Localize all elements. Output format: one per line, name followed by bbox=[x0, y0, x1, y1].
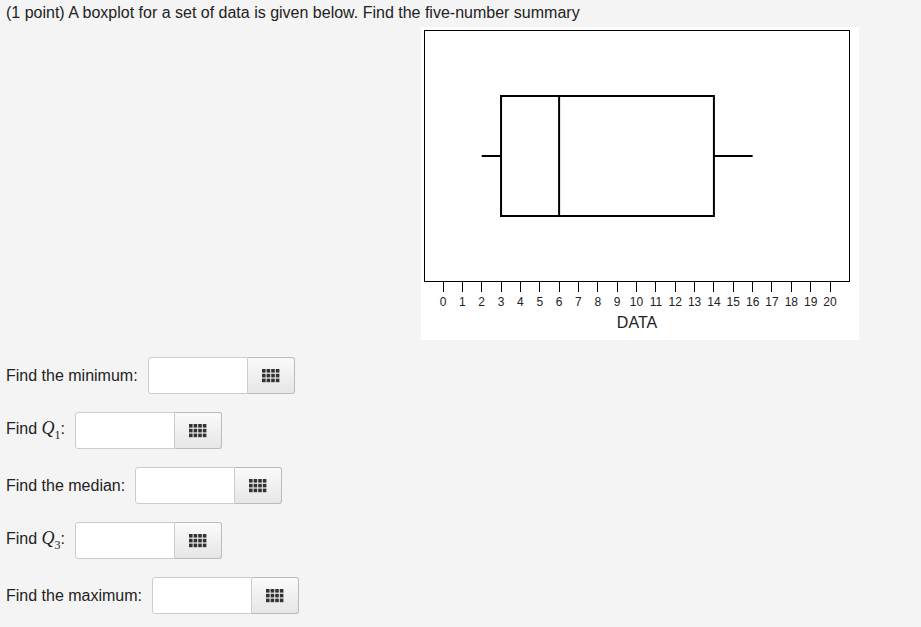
svg-text:7: 7 bbox=[575, 295, 582, 309]
svg-text:20: 20 bbox=[823, 295, 837, 309]
html-text:Find Q1:: Find Q1: bbox=[6, 418, 65, 442]
svg-text:4: 4 bbox=[517, 295, 524, 309]
svg-text:0: 0 bbox=[440, 295, 447, 309]
svg-text:8: 8 bbox=[594, 295, 601, 309]
html-text:Find the maximum:: Find the maximum: bbox=[6, 586, 142, 604]
svg-text:3: 3 bbox=[498, 295, 505, 309]
svg-text:6: 6 bbox=[556, 295, 563, 309]
svg-text:15: 15 bbox=[727, 295, 741, 309]
svg-text:DATA: DATA bbox=[617, 314, 658, 331]
svg-text:11: 11 bbox=[650, 295, 663, 309]
svg-text:10: 10 bbox=[630, 295, 644, 309]
html-text:(1 point) A boxplot for a set: (1 point) A boxplot for a set of data is… bbox=[6, 4, 580, 21]
svg-text:2: 2 bbox=[478, 295, 485, 309]
svg-text:14: 14 bbox=[707, 295, 721, 309]
html-text:Find the minimum:: Find the minimum: bbox=[6, 366, 138, 384]
svg-text:18: 18 bbox=[785, 295, 799, 309]
html-text:Find the median:: Find the median: bbox=[6, 476, 126, 494]
svg-text:12: 12 bbox=[669, 295, 683, 309]
svg-text:9: 9 bbox=[614, 295, 621, 309]
svg-text:1: 1 bbox=[459, 295, 466, 309]
svg-text:5: 5 bbox=[536, 295, 543, 309]
svg-text:16: 16 bbox=[746, 295, 760, 309]
svg-text:17: 17 bbox=[765, 295, 779, 309]
html-text:Find Q3:: Find Q3: bbox=[6, 528, 65, 552]
svg-text:19: 19 bbox=[804, 295, 818, 309]
svg-text:13: 13 bbox=[688, 295, 702, 309]
